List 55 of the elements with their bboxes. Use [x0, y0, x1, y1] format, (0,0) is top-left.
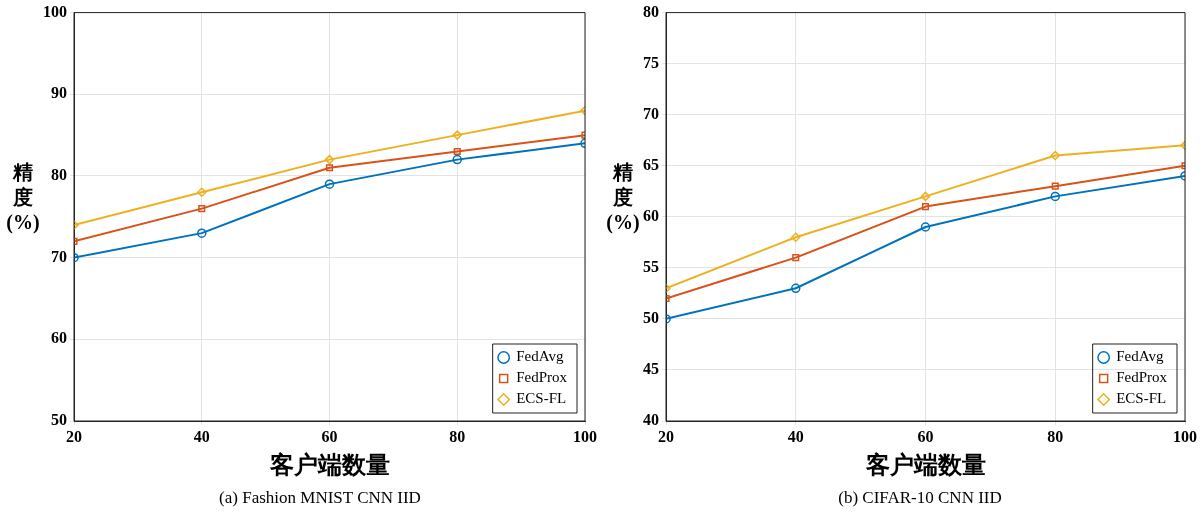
- x-tick-label: 60: [917, 427, 934, 445]
- x-tick-label: 100: [1173, 427, 1197, 445]
- x-axis-title: 客户端数量: [268, 451, 390, 478]
- point: [452, 154, 462, 165]
- point: [324, 154, 335, 165]
- y-tick-label: 70: [51, 247, 67, 265]
- y-tick-label: 50: [643, 309, 659, 327]
- y-tick-label: 40: [643, 411, 659, 429]
- y-tick-label: 45: [643, 360, 659, 378]
- y-axis-title: 精度 (%): [5, 160, 41, 235]
- point: [920, 191, 931, 202]
- point: [791, 232, 801, 242]
- y-tick-label: 65: [643, 155, 659, 173]
- x-tick-label: 80: [1047, 427, 1064, 445]
- point: [1050, 150, 1060, 161]
- legend-label: ECS-FL: [1116, 390, 1167, 407]
- point: [324, 179, 335, 189]
- text: (b) CIFAR-10 CNN IID: [837, 488, 1003, 508]
- x-tick-label: 80: [449, 427, 466, 445]
- point: [792, 254, 800, 262]
- point: [921, 203, 930, 211]
- x-tick-label: 100: [573, 427, 597, 445]
- legend-label: FedAvg: [516, 348, 564, 365]
- point: [791, 283, 801, 294]
- y-tick-label: 60: [51, 329, 67, 347]
- text: (a) Fashion MNIST CNN IID: [218, 488, 422, 508]
- point: [920, 222, 931, 232]
- point: [452, 130, 462, 140]
- legend-label: ECS-FL: [516, 390, 567, 407]
- x-tick-label: 20: [658, 427, 674, 445]
- x-tick-label: 20: [66, 427, 82, 445]
- y-axis-title: 精度 (%): [605, 160, 641, 235]
- y-tick-label: 80: [51, 166, 67, 184]
- y-tick-label: 70: [643, 104, 659, 122]
- y-tick-label: 75: [643, 53, 659, 71]
- x-tick-label: 60: [321, 427, 338, 445]
- point: [197, 187, 207, 198]
- y-tick-label: 80: [643, 2, 659, 20]
- x-tick-label: 40: [787, 427, 804, 445]
- x-axis-title: 客户端数量: [864, 451, 986, 478]
- legend-label: FedProx: [516, 369, 568, 386]
- legend-label: FedProx: [1116, 369, 1168, 386]
- point: [453, 147, 461, 156]
- y-tick-label: 100: [43, 2, 67, 20]
- y-tick-label: 55: [643, 257, 659, 275]
- x-tick-label: 40: [193, 427, 210, 445]
- point: [1051, 182, 1059, 190]
- y-tick-label: 50: [51, 411, 67, 429]
- y-tick-label: 60: [643, 206, 659, 224]
- point: [1050, 191, 1060, 202]
- point: [197, 228, 207, 238]
- point: [198, 205, 206, 213]
- point: [325, 164, 334, 172]
- legend-label: FedAvg: [1116, 348, 1164, 365]
- y-tick-label: 90: [51, 84, 67, 102]
